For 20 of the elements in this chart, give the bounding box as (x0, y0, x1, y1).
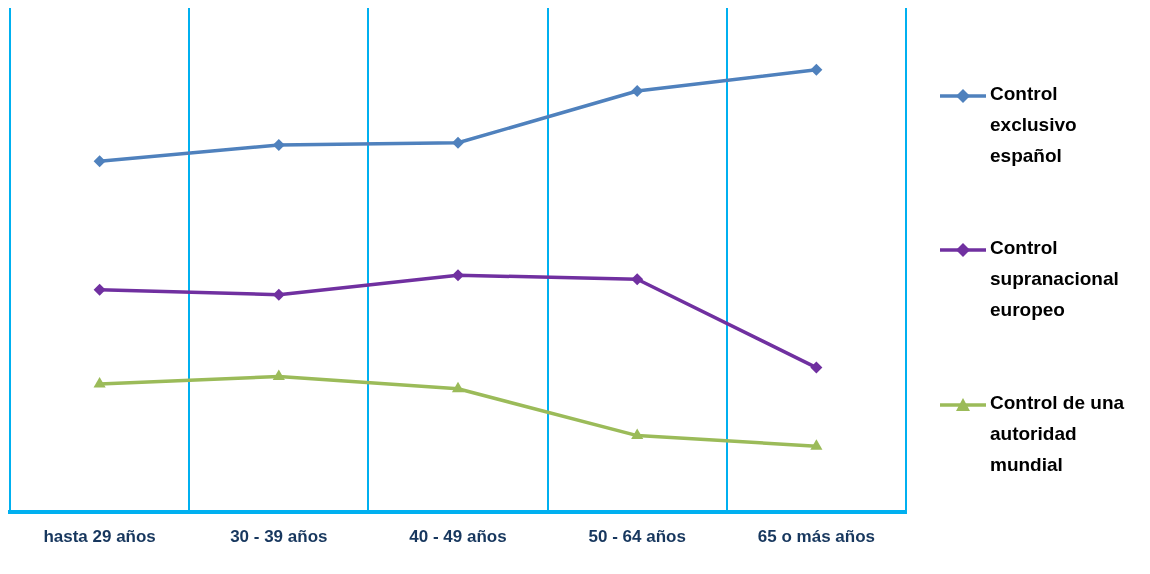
x-tick-label: 65 o más años (757, 527, 875, 547)
legend-label: Control de una autoridad mundial (990, 391, 1126, 478)
x-tick-label: hasta 29 años (43, 527, 156, 547)
point (93, 283, 106, 296)
point (631, 428, 644, 440)
point (452, 136, 464, 149)
point (810, 63, 823, 76)
point (93, 155, 106, 168)
x-tick-label: 50 - 64 años (588, 527, 686, 547)
x-tick-label: 40 - 49 años (409, 527, 507, 547)
point (272, 369, 285, 380)
point (451, 381, 465, 393)
x-tick-label: 30 - 39 años (230, 527, 328, 547)
legend-label: Control supranacional europeo (990, 236, 1120, 323)
point (810, 361, 823, 374)
legend-label: Control exclusivo español (990, 81, 1078, 168)
point (810, 439, 823, 450)
point (452, 269, 464, 282)
point (631, 273, 644, 286)
point (93, 376, 106, 388)
